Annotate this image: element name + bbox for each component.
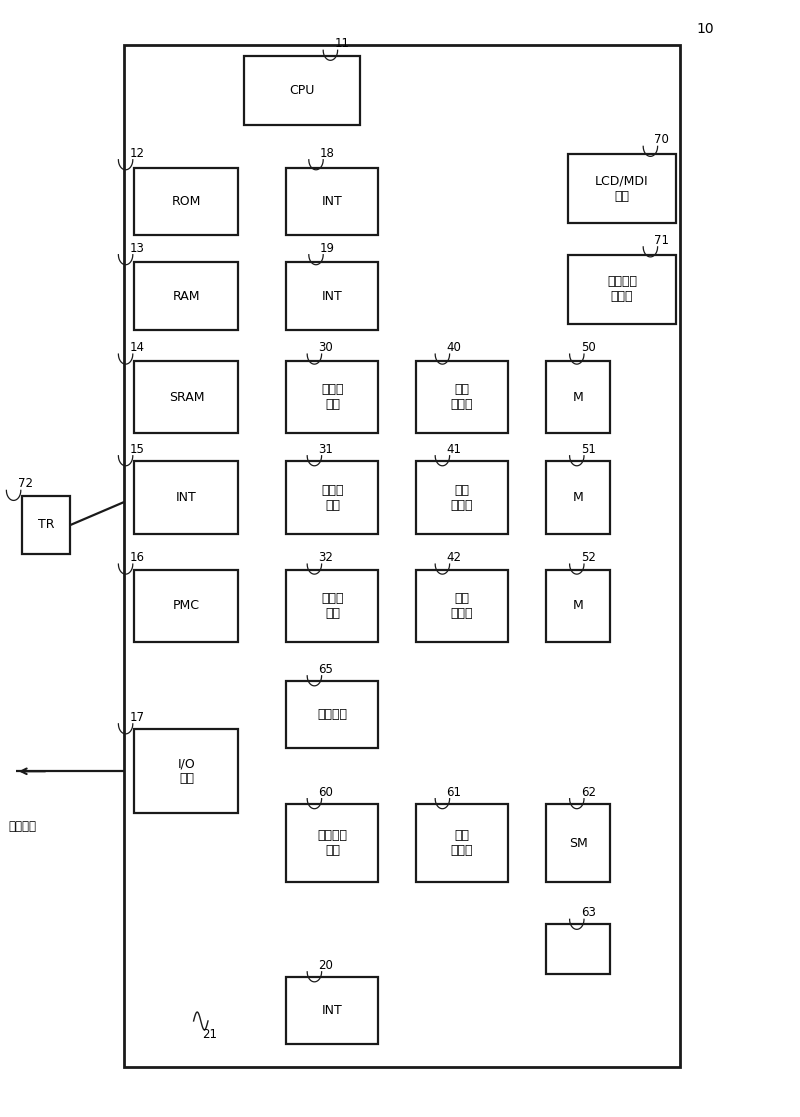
Text: RAM: RAM (173, 289, 200, 303)
Text: 63: 63 (581, 906, 596, 919)
Text: INT: INT (322, 1004, 342, 1018)
Text: 52: 52 (581, 551, 596, 564)
Text: 20: 20 (318, 958, 334, 972)
Text: 51: 51 (581, 442, 596, 456)
Text: LCD/MDI
单元: LCD/MDI 单元 (595, 174, 649, 203)
Text: SM: SM (569, 837, 588, 850)
Text: 71: 71 (654, 233, 670, 247)
Text: M: M (573, 391, 584, 403)
Text: SRAM: SRAM (169, 391, 204, 403)
Bar (22, 496, 70, 554)
Bar (124, 45, 680, 1067)
Text: 17: 17 (130, 710, 145, 724)
Text: INT: INT (176, 491, 197, 504)
Bar (416, 804, 508, 882)
Bar (416, 461, 508, 534)
Bar (546, 804, 610, 882)
Text: 50: 50 (581, 341, 595, 354)
Bar (416, 361, 508, 433)
Text: 16: 16 (130, 551, 145, 564)
Text: 42: 42 (446, 551, 462, 564)
Bar (134, 461, 238, 534)
Bar (286, 681, 378, 748)
Bar (286, 804, 378, 882)
Bar (286, 361, 378, 433)
Text: 主轴
放大器: 主轴 放大器 (450, 829, 474, 858)
Text: 30: 30 (318, 341, 333, 354)
Text: INT: INT (322, 194, 342, 208)
Text: 轴控制
电路: 轴控制 电路 (321, 383, 344, 411)
Text: 21: 21 (202, 1028, 218, 1041)
Bar (546, 461, 610, 534)
Text: 轴控制
电路: 轴控制 电路 (321, 484, 344, 512)
Text: 14: 14 (130, 341, 145, 354)
Bar (286, 570, 378, 642)
Text: M: M (573, 600, 584, 612)
Text: 65: 65 (318, 662, 334, 676)
Text: 62: 62 (581, 785, 596, 799)
Text: 轴控制
电路: 轴控制 电路 (321, 592, 344, 620)
Text: 40: 40 (446, 341, 462, 354)
Text: 19: 19 (320, 241, 335, 255)
Text: CPU: CPU (290, 84, 314, 97)
Bar (286, 977, 378, 1044)
Text: 60: 60 (318, 785, 334, 799)
Text: 12: 12 (130, 146, 145, 160)
Text: 主轴控制
电路: 主轴控制 电路 (318, 829, 347, 858)
Bar (546, 924, 610, 974)
Bar (546, 570, 610, 642)
Text: 伺服
放大器: 伺服 放大器 (450, 484, 474, 512)
Text: 31: 31 (318, 442, 334, 456)
Text: 时钟装置: 时钟装置 (318, 708, 347, 722)
Text: 72: 72 (18, 477, 33, 490)
Text: 伺服
放大器: 伺服 放大器 (450, 383, 474, 411)
Text: 11: 11 (334, 37, 350, 50)
Bar (286, 461, 378, 534)
Bar (134, 729, 238, 813)
Text: M: M (573, 491, 584, 504)
Bar (134, 361, 238, 433)
Text: 61: 61 (446, 785, 462, 799)
Text: 10: 10 (696, 21, 714, 36)
Text: 伺服
放大器: 伺服 放大器 (450, 592, 474, 620)
Bar (134, 168, 238, 235)
Bar (568, 154, 676, 223)
Bar (244, 56, 360, 125)
Text: PMC: PMC (173, 600, 200, 612)
Bar (286, 262, 378, 330)
Bar (568, 255, 676, 324)
Bar (416, 570, 508, 642)
Text: INT: INT (322, 289, 342, 303)
Text: 手动脉冲
发生器: 手动脉冲 发生器 (607, 275, 637, 304)
Bar (546, 361, 610, 433)
Text: 13: 13 (130, 241, 145, 255)
Text: TR: TR (38, 518, 54, 532)
Bar (134, 570, 238, 642)
Bar (286, 168, 378, 235)
Text: ROM: ROM (172, 194, 201, 208)
Text: I/O
单元: I/O 单元 (178, 757, 195, 785)
Bar (134, 262, 238, 330)
Text: 32: 32 (318, 551, 334, 564)
Text: 70: 70 (654, 133, 670, 146)
Text: 41: 41 (446, 442, 462, 456)
Text: 至机床侧: 至机床侧 (8, 820, 36, 833)
Text: 15: 15 (130, 442, 145, 456)
Text: 18: 18 (320, 146, 335, 160)
